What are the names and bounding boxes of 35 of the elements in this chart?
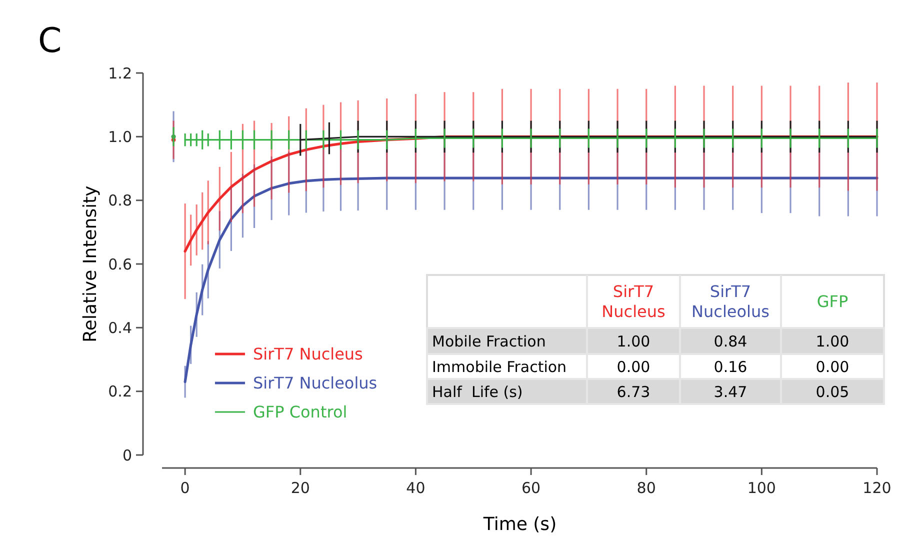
x-tick-label: 80 (636, 479, 656, 497)
x-tick-label: 20 (290, 479, 310, 497)
annotation: 3.47 (714, 382, 748, 401)
annotation: 0.05 (816, 382, 850, 401)
y-tick-label: 0.8 (108, 192, 132, 210)
annotation: 0.00 (616, 358, 650, 376)
annotation: Half Life (s) (432, 382, 523, 401)
annotation: SirT7 Nucleus (602, 282, 666, 322)
x-tick-label: 120 (862, 479, 892, 497)
annotation: Mobile Fraction (432, 332, 546, 350)
annotation: GFP (816, 292, 848, 312)
legend-label: SirT7 Nucleus (253, 344, 363, 364)
annotation: SirT7 Nucleolus (692, 282, 770, 322)
annotation: 0.84 (714, 332, 748, 350)
x-tick-label: 0 (180, 479, 190, 497)
legend-label: SirT7 Nucleolus (253, 374, 378, 393)
annotation: 1.00 (816, 332, 850, 350)
y-tick-label: 1.0 (108, 128, 132, 146)
annotation: 1.00 (616, 332, 650, 350)
y-axis-title: Relative Intensity (80, 185, 101, 342)
y-tick-label: 1.2 (108, 64, 132, 82)
x-tick-label: 100 (747, 479, 776, 497)
legend-label: GFP Control (253, 402, 348, 422)
x-tick-label: 40 (406, 479, 426, 497)
chart-title: C (38, 21, 62, 61)
y-tick-label: 0.4 (108, 318, 132, 337)
annotation: 0.00 (816, 358, 850, 376)
y-tick-label: 0 (122, 446, 132, 464)
x-axis-title: Time (s) (482, 514, 557, 535)
annotation: Immobile Fraction (432, 358, 567, 376)
x-tick-label: 60 (521, 479, 541, 497)
y-tick-label: 0.6 (108, 255, 132, 274)
annotation: 0.16 (714, 358, 748, 376)
annotation: 6.73 (616, 382, 650, 401)
y-tick-label: 0.2 (108, 382, 132, 401)
